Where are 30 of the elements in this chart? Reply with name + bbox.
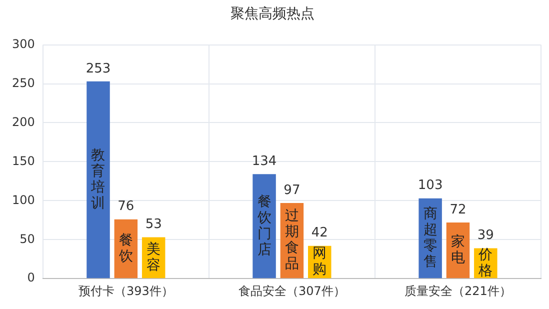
annotation: 餐饮 <box>118 232 133 264</box>
x-tick-label: 预付卡（393件） <box>78 284 174 298</box>
y-tick-label: 150 <box>12 154 35 168</box>
data-label: 253 <box>86 61 111 76</box>
y-tick-label: 0 <box>27 270 35 285</box>
data-label: 42 <box>311 226 328 241</box>
data-label: 97 <box>284 182 300 198</box>
annotation: 商超零售 <box>423 206 438 270</box>
data-label: 76 <box>118 199 134 214</box>
chart-title: 聚焦高频热点 <box>230 6 314 22</box>
annotation: 教育培训 <box>90 147 106 212</box>
data-label: 103 <box>418 178 443 194</box>
annotation: 价格 <box>478 246 493 279</box>
data-label: 53 <box>145 217 162 232</box>
y-tick-label: 200 <box>12 114 35 129</box>
y-tick-label: 50 <box>20 232 35 246</box>
y-tick-label: 100 <box>12 192 35 207</box>
data-label: 39 <box>477 228 494 244</box>
annotation: 过期食品 <box>284 208 299 272</box>
y-tick-label: 300 <box>12 36 35 51</box>
annotation: 家电 <box>450 234 465 266</box>
annotation: 餐饮门店 <box>256 194 272 258</box>
data-label: 72 <box>450 202 466 218</box>
annotation: 网购 <box>312 246 327 278</box>
x-tick-label: 食品安全（307件） <box>238 284 346 298</box>
y-tick-label: 250 <box>12 76 35 90</box>
data-label: 134 <box>252 154 277 170</box>
x-tick-label: 质量安全（221件） <box>404 284 512 298</box>
annotation: 美容 <box>146 241 161 274</box>
bar <box>86 81 110 278</box>
